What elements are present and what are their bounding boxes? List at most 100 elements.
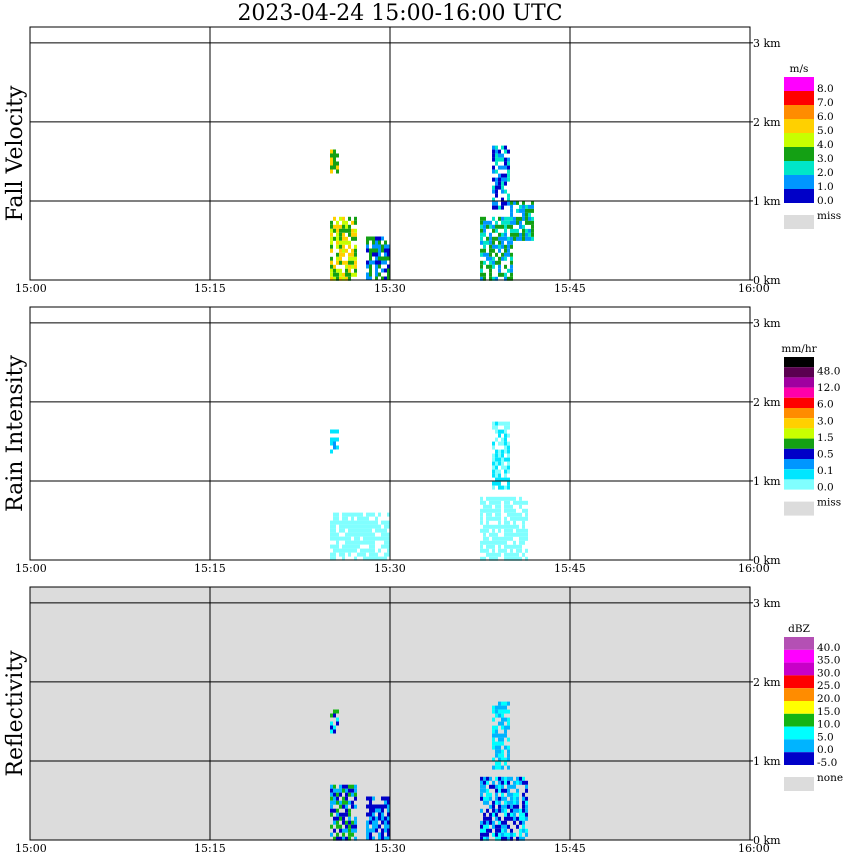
echo-cell (504, 441, 507, 446)
echo-cell (354, 548, 357, 553)
echo-cell (504, 548, 507, 553)
echo-cell (357, 540, 360, 545)
echo-cell (498, 205, 501, 210)
legend-swatch (784, 377, 814, 388)
echo-cell (516, 220, 519, 225)
echo-cell (339, 520, 342, 525)
echo-cell (498, 512, 501, 517)
echo-cell (504, 524, 507, 529)
echo-cell (513, 516, 516, 521)
echo-cell (531, 228, 534, 233)
echo-cell (498, 528, 501, 533)
echo-cell (498, 421, 501, 426)
echo-cell (333, 796, 336, 801)
echo-cell (504, 705, 507, 710)
echo-cell (330, 276, 333, 281)
echo-cell (498, 496, 501, 501)
echo-cell (369, 828, 372, 833)
echo-cell (519, 820, 522, 825)
echo-cell (492, 205, 495, 210)
echo-cell (495, 481, 498, 486)
echo-cell (510, 232, 513, 237)
echo-cell (330, 165, 333, 170)
echo-cell (501, 765, 504, 770)
echo-cell (345, 788, 348, 793)
echo-cell (342, 236, 345, 241)
echo-cell (498, 765, 501, 770)
echo-cell (480, 520, 483, 525)
echo-cell (522, 236, 525, 241)
echo-cell (348, 836, 351, 841)
echo-cell (504, 425, 507, 430)
echo-cell (372, 828, 375, 833)
echo-cell (516, 776, 519, 781)
echo-cell (480, 796, 483, 801)
echo-cell (507, 749, 510, 754)
echo-cell (516, 216, 519, 221)
echo-cell (351, 232, 354, 237)
echo-cell (492, 729, 495, 734)
echo-cell (342, 804, 345, 809)
echo-cell (510, 504, 513, 509)
echo-cell (513, 812, 516, 817)
echo-cell (519, 816, 522, 821)
echo-cell (354, 228, 357, 233)
echo-cell (354, 248, 357, 253)
echo-cell (489, 248, 492, 253)
echo-cell (381, 796, 384, 801)
echo-cell (504, 145, 507, 150)
echo-cell (504, 421, 507, 426)
echo-cell (351, 540, 354, 545)
echo-cell (501, 725, 504, 730)
echo-cell (366, 512, 369, 517)
echo-cell (357, 524, 360, 529)
echo-cell (348, 268, 351, 273)
echo-cell (501, 701, 504, 706)
echo-cell (495, 145, 498, 150)
echo-cell (336, 445, 339, 450)
echo-cell (507, 725, 510, 730)
echo-cell (522, 808, 525, 813)
echo-cell (336, 800, 339, 805)
echo-cell (495, 189, 498, 194)
echo-cell (510, 236, 513, 241)
echo-cell (378, 244, 381, 249)
echo-cell (339, 800, 342, 805)
legend-swatch (784, 448, 814, 459)
legend-label: 3.0 (817, 153, 834, 165)
echo-cell (519, 532, 522, 537)
y-axis-label: Reflectivity (3, 650, 28, 777)
echo-cell (330, 260, 333, 265)
echo-cell (507, 556, 510, 561)
echo-cell (495, 177, 498, 182)
echo-cell (504, 469, 507, 474)
echo-cell (501, 788, 504, 793)
panel-0 (29, 26, 814, 281)
echo-cell (492, 248, 495, 253)
echo-cell (492, 169, 495, 174)
echo-cell (501, 733, 504, 738)
echo-cell (525, 808, 528, 813)
echo-cell (516, 232, 519, 237)
echo-cell (489, 784, 492, 789)
echo-cell (519, 536, 522, 541)
echo-cell (492, 544, 495, 549)
echo-cell (504, 276, 507, 281)
echo-cell (345, 268, 348, 273)
y-tick-label: 3 km (753, 37, 781, 50)
echo-cell (519, 528, 522, 533)
echo-cell (387, 804, 390, 809)
echo-cell (336, 520, 339, 525)
echo-cell (495, 260, 498, 265)
echo-cell (498, 741, 501, 746)
echo-cell (333, 228, 336, 233)
echo-region (366, 796, 390, 841)
echo-cell (510, 512, 513, 517)
echo-cell (483, 244, 486, 249)
echo-cell (330, 556, 333, 561)
echo-cell (372, 808, 375, 813)
echo-cell (522, 528, 525, 533)
echo-cell (330, 832, 333, 837)
echo-cell (480, 832, 483, 837)
echo-cell (375, 552, 378, 557)
